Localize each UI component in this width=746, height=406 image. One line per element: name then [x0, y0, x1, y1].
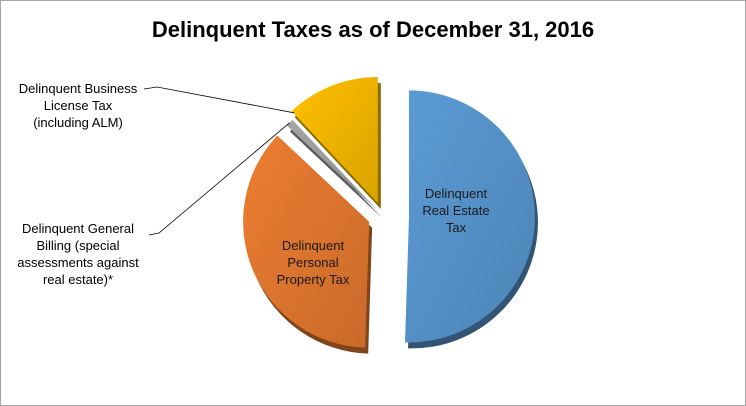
pie-slice-business-license [291, 76, 378, 203]
label-real-estate: Delinquent Real Estate Tax [422, 186, 490, 235]
label-business-license: Delinquent Business License Tax (includi… [18, 81, 138, 130]
chart-title: Delinquent Taxes as of December 31, 2016 [151, 17, 595, 42]
leader-line-business-license [143, 86, 295, 114]
pie-slice-real-estate [405, 90, 535, 343]
pie-slice-general-billing [286, 119, 379, 212]
pie-slice-personal-property [243, 135, 370, 348]
label-personal-property: Delinquent Personal Property Tax [276, 238, 350, 287]
leader-line-general-billing [148, 122, 290, 236]
label-general-billing: Delinquent General Billing (special asse… [17, 221, 139, 287]
